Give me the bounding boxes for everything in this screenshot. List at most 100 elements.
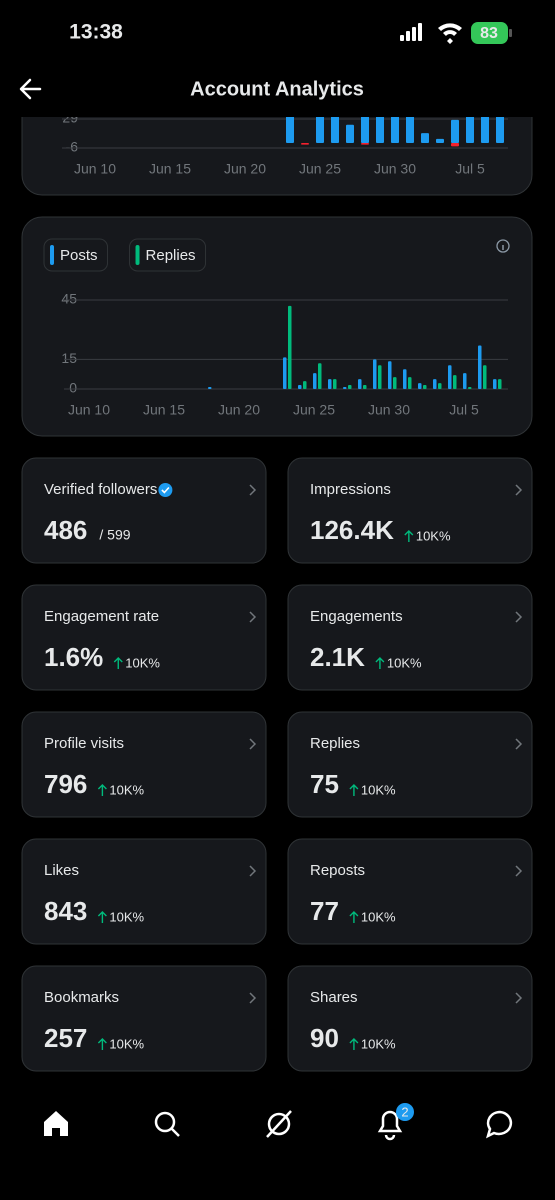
bar bbox=[451, 143, 459, 147]
bar bbox=[331, 109, 339, 144]
legend-swatch bbox=[135, 245, 140, 265]
x-tick-label: Jun 25 bbox=[299, 161, 341, 177]
bar bbox=[483, 365, 487, 389]
back-button[interactable] bbox=[19, 78, 42, 100]
x-tick-label: Jul 5 bbox=[449, 402, 479, 418]
verified-check bbox=[161, 486, 170, 494]
x-tick-label: Jun 10 bbox=[74, 161, 116, 177]
bar bbox=[478, 345, 482, 389]
metric-label: Replies bbox=[310, 735, 360, 752]
metric-card[interactable] bbox=[287, 838, 533, 945]
chevron bbox=[249, 865, 257, 877]
bar bbox=[378, 365, 382, 389]
up-arrow bbox=[349, 911, 359, 923]
x-tick-label: Jul 5 bbox=[455, 161, 485, 177]
bar bbox=[358, 379, 362, 389]
metric-value: 1.6% bbox=[44, 642, 103, 672]
bar bbox=[498, 379, 502, 389]
metric-value: 257 bbox=[44, 1023, 87, 1053]
bar bbox=[463, 373, 467, 389]
nav-messages[interactable] bbox=[486, 1110, 513, 1139]
up-arrow bbox=[375, 657, 385, 669]
metric-change: 10K% bbox=[387, 655, 422, 670]
metric-label: Likes bbox=[44, 862, 79, 879]
metric-card[interactable] bbox=[21, 584, 267, 691]
bar bbox=[453, 375, 457, 389]
badge bbox=[396, 1103, 414, 1121]
nav-grok[interactable] bbox=[266, 1110, 292, 1138]
y-tick-label: 0 bbox=[69, 380, 77, 396]
bar bbox=[283, 357, 287, 389]
metric-value: 2.1K bbox=[310, 642, 365, 672]
metric-card[interactable] bbox=[21, 965, 267, 1072]
bar bbox=[313, 373, 317, 389]
metric-total: / 599 bbox=[99, 527, 130, 543]
y-tick-label: 15 bbox=[61, 350, 77, 366]
metric-value: 843 bbox=[44, 896, 87, 926]
bar bbox=[438, 383, 442, 389]
status-time: 13:38 bbox=[69, 21, 123, 44]
bar bbox=[373, 359, 377, 389]
metric-value: 77 bbox=[310, 896, 339, 926]
x-tick-label: Jun 25 bbox=[293, 402, 335, 418]
bar bbox=[393, 377, 397, 389]
status-icons bbox=[400, 22, 512, 44]
metric-card[interactable] bbox=[287, 584, 533, 691]
header-background bbox=[0, 0, 555, 117]
bar bbox=[316, 109, 324, 144]
up-arrow bbox=[113, 657, 123, 669]
bottom-nav: 2 bbox=[44, 1103, 513, 1141]
nav-notifications[interactable] bbox=[377, 1110, 403, 1141]
metric-label: Verified followers bbox=[44, 481, 157, 498]
info-icon[interactable] bbox=[496, 239, 510, 253]
bar bbox=[361, 143, 369, 145]
bar bbox=[468, 387, 472, 389]
metric-change: 10K% bbox=[109, 1036, 144, 1051]
x-tick-label: Jun 15 bbox=[143, 402, 185, 418]
up-arrow bbox=[97, 911, 107, 923]
metric-card[interactable] bbox=[21, 457, 267, 564]
chevron bbox=[249, 992, 257, 1004]
metric-card[interactable] bbox=[287, 457, 533, 564]
legend-swatch bbox=[50, 245, 54, 265]
battery-level: 83 bbox=[480, 25, 498, 42]
metric-change: 10K% bbox=[125, 655, 160, 670]
x-tick-label: Jun 30 bbox=[368, 402, 410, 418]
bar bbox=[303, 381, 307, 389]
legend-label: Replies bbox=[146, 247, 196, 264]
metric-label: Engagement rate bbox=[44, 608, 159, 625]
bar bbox=[436, 138, 444, 144]
metric-card[interactable] bbox=[287, 965, 533, 1072]
nav-search[interactable] bbox=[154, 1111, 180, 1137]
chevron bbox=[249, 484, 257, 496]
bar bbox=[481, 109, 489, 144]
bar bbox=[208, 387, 212, 389]
metric-value: 796 bbox=[44, 769, 87, 799]
bar bbox=[423, 385, 427, 389]
metric-card[interactable] bbox=[287, 711, 533, 818]
legend-item[interactable] bbox=[43, 238, 109, 272]
metric-change: 10K% bbox=[416, 528, 451, 543]
bar bbox=[433, 379, 437, 389]
bar bbox=[451, 119, 459, 144]
legend-item[interactable] bbox=[129, 238, 207, 272]
up-arrow bbox=[349, 784, 359, 796]
bar bbox=[448, 365, 452, 389]
bar bbox=[363, 385, 367, 389]
bar bbox=[493, 379, 497, 389]
bar bbox=[388, 361, 392, 389]
bar bbox=[346, 124, 354, 144]
metric-card[interactable] bbox=[21, 838, 267, 945]
nav-home[interactable] bbox=[44, 1111, 68, 1136]
chevron bbox=[249, 738, 257, 750]
metric-card[interactable] bbox=[21, 711, 267, 818]
bar bbox=[361, 109, 369, 144]
y-tick-label: 45 bbox=[61, 291, 77, 307]
bar bbox=[418, 383, 422, 389]
x-tick-label: Jun 20 bbox=[224, 161, 266, 177]
metric-value: 486 bbox=[44, 515, 87, 545]
metric-label: Shares bbox=[310, 989, 358, 1006]
up-arrow bbox=[349, 1038, 359, 1050]
